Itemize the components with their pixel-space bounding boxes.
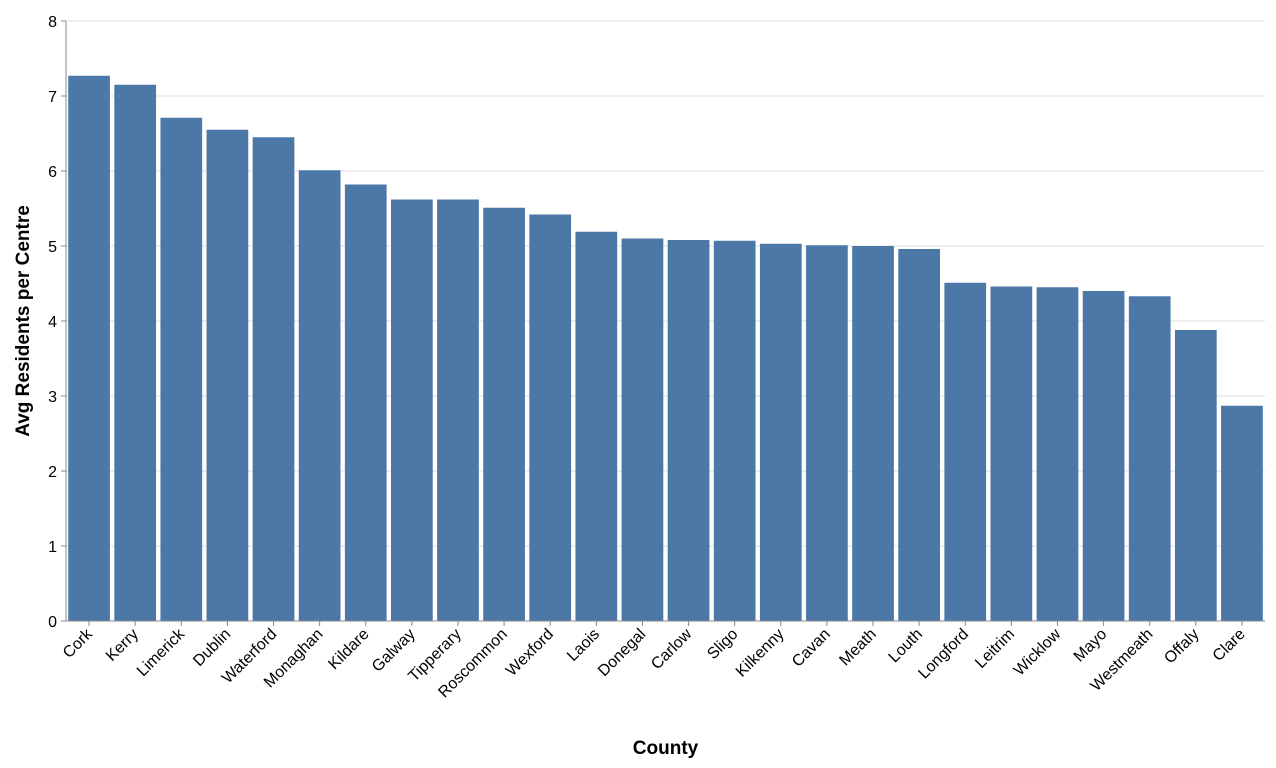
y-tick-label: 2 [48,464,57,481]
x-tick-label: Carlow [648,625,696,673]
bar-mayo [1082,291,1125,621]
y-tick-label: 6 [48,164,57,181]
bar-donegal [621,238,664,621]
bar-cavan [806,245,848,621]
bar-monaghan [298,170,341,621]
bar-sligo [713,240,756,621]
bar-roscommon [483,207,525,621]
x-tick-label: Clare [1210,626,1249,665]
y-tick-label: 4 [48,314,57,331]
y-axis-title: Avg Residents per Centre [13,205,34,437]
x-tick-label: Offaly [1161,626,1202,667]
bar-tipperary [437,199,479,621]
x-tick-label: Limerick [134,625,189,680]
bar-kilkenny [759,243,802,621]
x-axis-title: County [633,738,699,759]
x-tick-label: Kilkenny [733,626,788,681]
bar-galway [391,199,433,621]
bar-waterford [252,137,295,621]
bar-offaly [1174,330,1217,621]
bar-leitrim [990,286,1033,621]
x-tick-label: Donegal [595,626,649,680]
x-tick-label: Kildare [325,626,372,673]
bar-louth [898,249,940,621]
x-tick-label: Longford [915,626,972,683]
x-tick-label: Mayo [1071,626,1111,666]
bar-laois [575,231,618,621]
x-tick-label: Wexford [503,626,557,680]
bar-meath [852,246,894,621]
bar-limerick [160,117,203,621]
bar-dublin [206,129,249,621]
bar-carlow [667,240,710,621]
y-tick-label: 8 [48,14,57,31]
y-tick-label: 5 [48,239,57,256]
y-tick-label: 3 [48,389,57,406]
x-tick-label: Kerry [103,626,142,665]
y-tick-label: 7 [48,89,57,106]
y-axis-ticks: 0 1 2 3 4 5 6 7 8 [48,14,66,631]
x-tick-label: Cork [60,625,97,662]
bar-wexford [529,214,572,621]
bar-kerry [114,84,157,621]
x-tick-label: Sligo [704,626,741,663]
x-tick-label: Meath [836,626,879,669]
x-tick-label: Wicklow [1011,625,1065,679]
bar-longford [944,282,987,621]
bar-kildare [344,184,387,621]
x-tick-label: Cavan [789,626,834,671]
x-tick-label: Laois [564,626,603,665]
y-tick-label: 1 [48,539,57,556]
x-tick-label: Dublin [190,626,234,670]
x-tick-label: Leitrim [972,626,1018,672]
x-tick-label: Louth [886,626,926,666]
y-tick-label: 0 [48,614,57,631]
bar-cork [68,75,110,621]
bar-clare [1221,405,1263,621]
bar-wicklow [1036,287,1079,621]
bars [68,75,1263,621]
bar-westmeath [1128,296,1171,621]
